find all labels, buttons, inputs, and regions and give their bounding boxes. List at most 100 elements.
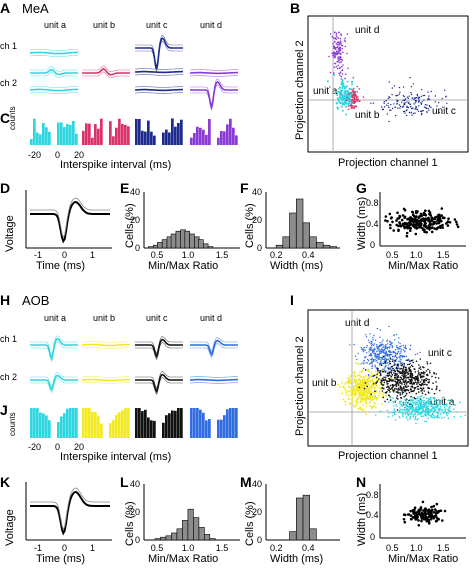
cluster-bottom-c-point xyxy=(402,386,405,388)
cluster-bottom-a-point xyxy=(421,405,423,408)
isi-top-a-bar xyxy=(48,131,51,145)
cluster-top-b-point xyxy=(353,97,356,99)
cluster-bottom-d-point xyxy=(373,352,375,355)
cluster-bottom-a-point xyxy=(418,400,421,403)
isi-top-d-bar xyxy=(202,129,205,145)
cluster-top-d-point xyxy=(336,53,338,56)
cluster-bottom-b-point xyxy=(361,392,363,395)
cluster-bottom-d-point xyxy=(389,369,391,371)
cluster-bottom-c-point xyxy=(393,389,396,391)
cluster-bottom-a-point xyxy=(394,410,397,413)
cluster-top-a-point xyxy=(337,98,340,100)
cluster-bottom-a-point xyxy=(392,401,395,404)
cluster-bottom-b-point xyxy=(391,377,393,380)
cluster-bottom-a-point xyxy=(388,412,390,414)
cluster-bottom-d-point xyxy=(396,344,398,347)
cluster-top-d-point xyxy=(339,53,342,56)
cluster-bottom-c-point xyxy=(393,384,396,387)
scatter-n-point xyxy=(427,522,431,525)
cluster-bottom-b-point xyxy=(367,390,370,393)
cluster-bottom-a-point xyxy=(424,405,426,407)
cluster-bottom-c-point xyxy=(401,372,404,375)
cluster-bottom-c-point xyxy=(407,363,409,366)
cluster-bottom-c-point xyxy=(399,382,402,384)
cluster-top-c-point xyxy=(411,114,413,116)
cluster-bottom-a-point xyxy=(452,402,455,405)
isi-tick-bottom-a3: 20 xyxy=(74,442,85,452)
wave-top-a-ch2-mean xyxy=(30,68,78,76)
cluster-bottom-c-point xyxy=(399,371,402,373)
scatter-g-point xyxy=(389,226,392,230)
cluster-bottom-d-point xyxy=(380,345,382,347)
cluster-bottom-c-point xyxy=(416,381,419,384)
cluster-bottom-c-point xyxy=(408,399,410,402)
cluster-bottom-d-point xyxy=(382,346,384,349)
wave-top-a-ch1-mean xyxy=(29,51,78,55)
cluster-top-d-point xyxy=(333,56,336,58)
cluster-bottom-c-point xyxy=(424,393,427,396)
cluster-bottom-c-point xyxy=(410,375,413,378)
cluster-bottom-b-point xyxy=(361,409,363,411)
cluster-bottom-b-point xyxy=(357,362,360,365)
cluster-bottom-b-point xyxy=(358,387,361,390)
cluster-bottom-a-point xyxy=(416,403,418,406)
cluster-bottom-a-point xyxy=(416,401,418,403)
wave-top-c-ch2-lower xyxy=(134,74,183,76)
isi-bottom-a xyxy=(30,408,78,438)
cluster-top-c-point xyxy=(372,102,375,104)
panel-label-m: M xyxy=(240,474,252,490)
cluster-bottom-c-point xyxy=(397,365,399,367)
cluster-bottom-a-point xyxy=(379,410,382,413)
cluster-bottom-b-point xyxy=(353,372,356,375)
scatter-n-point xyxy=(434,514,438,518)
cluster-bottom-a-point xyxy=(435,403,437,406)
cluster-bottom-c-point xyxy=(409,374,412,377)
cluster-bottom-d-point xyxy=(382,362,384,365)
cluster-top-c-point xyxy=(416,108,419,111)
cluster-bottom-c-point xyxy=(405,367,408,369)
scatter-n-point xyxy=(412,510,415,513)
cluster-top-b xyxy=(346,76,365,111)
scatter-n-point xyxy=(434,508,437,511)
cluster-top-b-point xyxy=(354,101,357,103)
scatter-n-point xyxy=(422,516,426,520)
cluster-top-c-point xyxy=(391,93,393,96)
cluster-bottom-d-point xyxy=(367,359,370,362)
cluster-bottom-a-point xyxy=(451,400,453,402)
scatter-g-point xyxy=(409,218,413,221)
cluster-top-c-point xyxy=(401,106,404,108)
cluster-bottom-a-point xyxy=(407,419,409,421)
cluster-label-b-top: unit b xyxy=(355,110,380,121)
cluster-top-c-point xyxy=(414,97,417,99)
cluster-bottom-b-point xyxy=(365,413,367,416)
cluster-bottom-b-point xyxy=(364,379,366,381)
isi-bottom-d-bar xyxy=(208,419,211,438)
isi-bottom-b-bar xyxy=(115,414,118,438)
histogram-m-bar xyxy=(302,494,310,541)
cluster-bottom-d-point xyxy=(378,363,381,365)
cluster-bottom-c-point xyxy=(414,371,417,373)
cluster-bottom-d-point xyxy=(396,357,398,359)
cluster-bottom-d-point xyxy=(371,365,373,368)
cluster-bottom-c-point xyxy=(429,372,431,374)
cluster-bottom-a-point xyxy=(423,410,425,413)
cluster-bottom-a-point xyxy=(424,413,426,416)
scatter-g-point xyxy=(414,232,418,236)
isi-top-a xyxy=(30,118,78,145)
cluster-bottom-b-point xyxy=(343,386,345,388)
panel-label-f: F xyxy=(240,180,249,196)
cluster-bottom-d-point xyxy=(400,345,402,347)
scatter-xtick-bottom-3: 1.5 xyxy=(437,543,450,553)
scatter-g-point xyxy=(415,215,418,218)
cluster-bottom-c-point xyxy=(380,379,383,382)
scatter-g-point xyxy=(441,226,445,229)
projection-xlabel-top: Projection channel 1 xyxy=(338,157,438,169)
isi-bottom-d-bar xyxy=(193,408,196,438)
cluster-bottom-b-point xyxy=(349,380,351,383)
cluster-top-d-point xyxy=(334,47,336,49)
isi-top-c-bar xyxy=(138,119,141,145)
cluster-bottom-a-point xyxy=(422,401,425,404)
cluster-top-c-point xyxy=(403,102,405,105)
cluster-bottom-a-point xyxy=(443,416,446,419)
cluster-bottom-d-point xyxy=(366,362,369,364)
